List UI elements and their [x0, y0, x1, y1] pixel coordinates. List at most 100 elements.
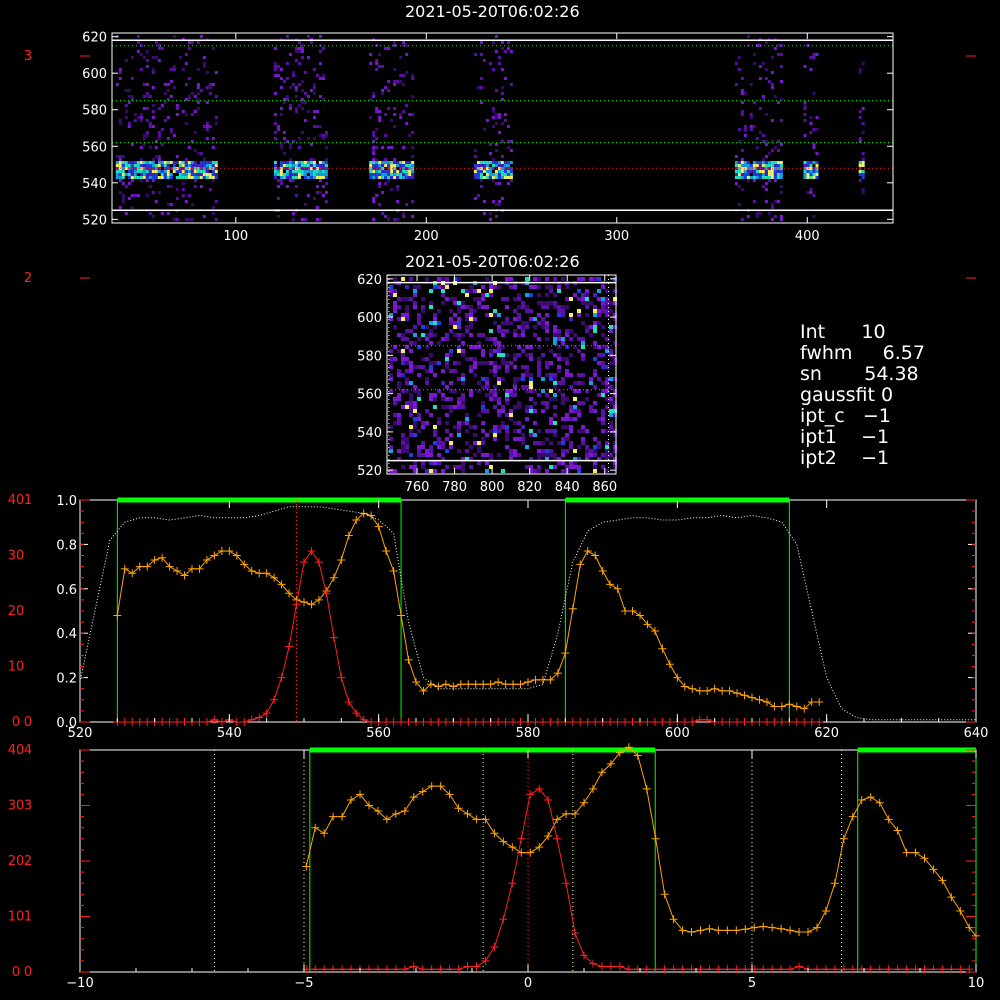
- series-orange-point: [490, 829, 499, 838]
- heatmap-pixel: [485, 277, 489, 281]
- series-orange-point: [762, 698, 771, 707]
- heatmap-pixel: [497, 453, 501, 457]
- heatmap-pixel: [413, 333, 417, 337]
- heatmap-pixel: [309, 158, 313, 161]
- heatmap-pixel: [291, 170, 295, 173]
- heatmap-pixel: [465, 313, 469, 317]
- heatmap-pixel: [613, 357, 617, 361]
- heatmap-pixel: [401, 441, 405, 445]
- heatmap-pixel: [613, 441, 617, 445]
- heatmap-pixel: [734, 176, 738, 179]
- heatmap-pixel: [413, 469, 417, 473]
- heatmap-pixel: [752, 173, 756, 176]
- heatmap-pixel: [488, 161, 492, 164]
- heatmap-pixel: [549, 377, 553, 381]
- heatmap-pixel: [405, 164, 409, 167]
- heatmap-pixel: [208, 167, 212, 170]
- heatmap-pixel: [605, 381, 609, 385]
- heatmap-pixel: [369, 161, 373, 164]
- heatmap-pixel: [749, 113, 753, 116]
- heatmap-pixel: [389, 357, 393, 361]
- heatmap-pixel: [449, 369, 453, 373]
- heatmap-pixel: [288, 173, 292, 176]
- series-orange-point: [516, 680, 525, 689]
- heatmap-pixel: [409, 393, 413, 397]
- heatmap-pixel: [145, 194, 149, 197]
- heatmap-pixel: [393, 68, 397, 71]
- heatmap-pixel: [425, 325, 429, 329]
- heatmap-pixel: [764, 182, 768, 185]
- heatmap-pixel: [169, 176, 173, 179]
- heatmap-pixel: [184, 158, 188, 161]
- heatmap-pixel: [157, 131, 161, 134]
- heatmap-pixel: [127, 164, 131, 167]
- series-red-point: [311, 965, 320, 974]
- heatmap-pixel: [609, 429, 613, 433]
- heatmap-pixel: [378, 116, 382, 119]
- heatmap-pixel: [401, 317, 405, 321]
- heatmap-pixel: [315, 176, 319, 179]
- heatmap-pixel: [461, 349, 465, 353]
- heatmap-pixel: [312, 197, 316, 200]
- heatmap-pixel: [740, 176, 744, 179]
- heatmap-pixel: [453, 313, 457, 317]
- heatmap-pixel: [861, 107, 865, 110]
- heatmap-pixel: [372, 218, 376, 221]
- heatmap-pixel: [755, 137, 759, 140]
- series-red-point: [526, 790, 535, 799]
- heatmap-pixel: [324, 173, 328, 176]
- heatmap-pixel: [501, 377, 505, 381]
- heatmap-pixel: [545, 469, 549, 473]
- heatmap-pixel: [445, 277, 449, 281]
- heatmap-pixel: [581, 337, 585, 341]
- heatmap-pixel: [497, 173, 501, 176]
- heatmap-pixel: [157, 191, 161, 194]
- heatmap-pixel: [429, 353, 433, 357]
- heatmap-pixel: [445, 297, 449, 301]
- heatmap-pixel: [199, 170, 203, 173]
- heatmap-pixel: [815, 128, 819, 131]
- heatmap-pixel: [477, 345, 481, 349]
- heatmap-pixel: [755, 176, 759, 179]
- series-orange-point: [636, 611, 644, 620]
- heatmap-pixel: [142, 95, 146, 98]
- heatmap-pixel: [408, 176, 412, 179]
- heatmap-pixel: [393, 158, 397, 161]
- heatmap-pixel: [734, 173, 738, 176]
- heatmap-pixel: [387, 179, 391, 182]
- heatmap-pixel: [202, 62, 206, 65]
- heatmap-pixel: [279, 179, 283, 182]
- heatmap-pixel: [605, 345, 609, 349]
- heatmap-pixel: [118, 68, 122, 71]
- heatmap-pixel: [405, 449, 409, 453]
- heatmap-pixel: [433, 433, 437, 437]
- heatmap-pixel: [553, 393, 557, 397]
- heatmap-pixel: [525, 389, 529, 393]
- heatmap-pixel: [124, 161, 128, 164]
- x-tick-label: 820: [517, 480, 542, 495]
- heatmap-pixel: [593, 329, 597, 333]
- heatmap-pixel: [803, 173, 807, 176]
- heatmap-pixel: [565, 433, 569, 437]
- heatmap-pixel: [393, 325, 397, 329]
- heatmap-pixel: [758, 212, 762, 215]
- heatmap-pixel: [384, 113, 388, 116]
- heatmap-pixel: [553, 457, 557, 461]
- heatmap-pixel: [457, 401, 461, 405]
- heatmap-pixel: [291, 212, 295, 215]
- heatmap-pixel: [506, 176, 510, 179]
- heatmap-pixel: [553, 329, 557, 333]
- series-orange-point: [311, 823, 320, 832]
- series-orange-point: [628, 607, 637, 615]
- heatmap-pixel: [148, 170, 152, 173]
- heatmap-pixel: [208, 83, 212, 86]
- heatmap-pixel: [449, 317, 453, 321]
- series-orange-point: [598, 567, 607, 576]
- heatmap-pixel: [770, 218, 774, 221]
- heatmap-pixel: [585, 305, 589, 309]
- heatmap-pixel: [184, 170, 188, 173]
- heatmap-pixel: [288, 53, 292, 56]
- heatmap-pixel: [469, 393, 473, 397]
- heatmap-pixel: [779, 167, 783, 170]
- heatmap-pixel: [469, 321, 473, 325]
